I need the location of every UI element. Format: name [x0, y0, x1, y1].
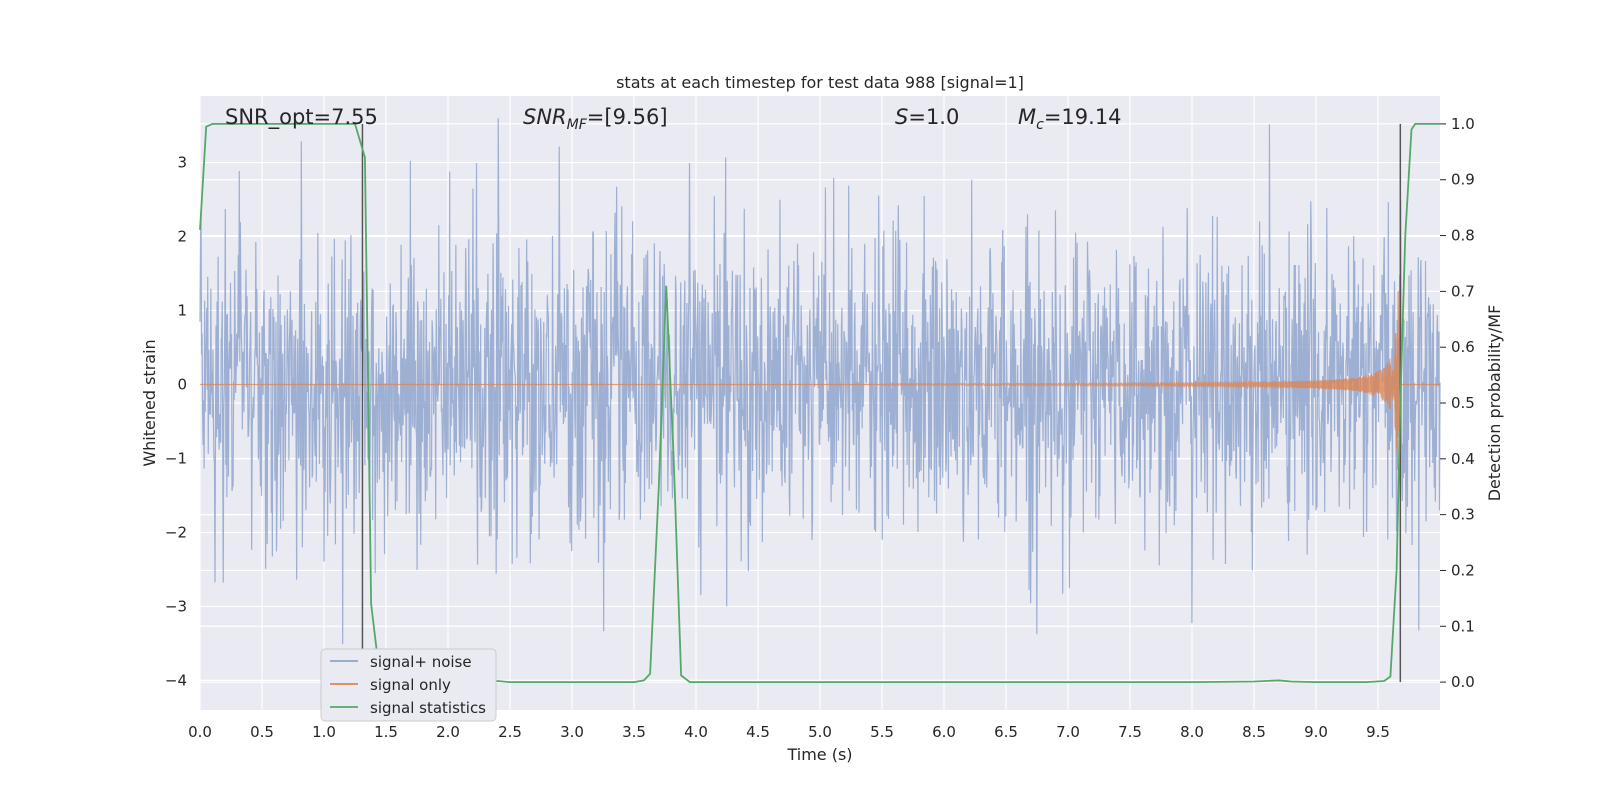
y-tick-label: 2: [177, 228, 187, 246]
mc-annotation: Mc=19.14: [1018, 105, 1122, 133]
y2-tick-label: 0.9: [1451, 171, 1475, 189]
x-tick-label: 4.5: [746, 723, 770, 741]
snr-opt-annotation: SNR_opt=7.55: [225, 105, 378, 130]
signal-only-series: [200, 291, 1440, 471]
y-tick-label: −1: [165, 449, 187, 467]
x-tick-label: 2.5: [498, 723, 522, 741]
legend-label-noise: signal+ noise: [370, 653, 472, 671]
y2-axis-label: Detection probability/MF: [1485, 305, 1504, 502]
signal-plus-noise-line: [199, 118, 1441, 645]
x-axis-label: Time (s): [786, 745, 852, 764]
x-tick-label: 7.0: [1056, 723, 1080, 741]
x-tick-label: 5.0: [808, 723, 832, 741]
legend: signal+ noise signal only signal statist…: [320, 648, 497, 722]
s-annotation: S=1.0: [895, 105, 959, 129]
y-axis-label: Whitened strain: [140, 339, 159, 466]
y-tick-label: 1: [177, 302, 187, 320]
s-variable: S: [895, 105, 908, 129]
y2-tick-label: 0.8: [1451, 227, 1475, 245]
x-tick-label: 3.0: [560, 723, 584, 741]
y-tick-label: 3: [177, 154, 187, 172]
legend-label-stats: signal statistics: [370, 699, 486, 717]
s-value: =1.0: [908, 105, 959, 129]
x-tick-label: 3.5: [622, 723, 646, 741]
y-axis-ticks: 3 2 1 0 −1 −2 −3 −4: [165, 154, 187, 690]
x-tick-label: 0.0: [188, 723, 212, 741]
mc-value: =19.14: [1044, 105, 1122, 129]
x-tick-label: 4.0: [684, 723, 708, 741]
x-tick-label: 8.5: [1242, 723, 1266, 741]
x-tick-label: 9.0: [1304, 723, 1328, 741]
x-axis-ticks: 0.0 0.5 1.0 1.5 2.0 2.5 3.0 3.5 4.0 4.5 5.0 5.5 6.0 6…: [188, 723, 1390, 741]
y2-tick-label: 0.5: [1451, 394, 1475, 412]
y-tick-label: −3: [165, 597, 187, 615]
signal-statistics-series: [199, 123, 1440, 683]
y2-tick-label: 0.0: [1451, 673, 1475, 691]
x-tick-label: 9.5: [1366, 723, 1390, 741]
y2-tick-label: 0.3: [1451, 506, 1475, 524]
y-tick-label: −4: [165, 671, 187, 689]
x-tick-label: 1.0: [312, 723, 336, 741]
y-tick-label: −2: [165, 523, 187, 541]
mc-variable: M: [1018, 105, 1036, 129]
x-tick-label: 0.5: [250, 723, 274, 741]
snr-mf-value: =[9.56]: [587, 105, 668, 129]
legend-box: [320, 648, 497, 722]
mc-subscript: c: [1036, 117, 1044, 133]
y2-tick-label: 0.2: [1451, 561, 1475, 579]
x-tick-label: 7.5: [1118, 723, 1142, 741]
x-tick-label: 8.0: [1180, 723, 1204, 741]
y2-tick-label: 0.4: [1451, 450, 1475, 468]
signal-statistics-line: [199, 123, 1440, 683]
chart-title: stats at each timestep for test data 988…: [616, 73, 1024, 92]
annotations: SNR_opt=7.55 SNRMF=[9.56] S=1.0 Mc=19.14: [225, 105, 1122, 133]
snr-mf-annotation: SNRMF=[9.56]: [523, 105, 668, 133]
x-tick-label: 6.5: [994, 723, 1018, 741]
x-tick-label: 6.0: [932, 723, 956, 741]
x-tick-label: 5.5: [870, 723, 894, 741]
y2-tick-label: 1.0: [1451, 115, 1475, 133]
x-tick-label: 2.0: [436, 723, 460, 741]
signal-plus-noise-series: [199, 118, 1441, 645]
y2-tick-label: 0.1: [1451, 617, 1475, 635]
snr-mf-base: SNR: [523, 105, 567, 129]
legend-label-signal: signal only: [370, 676, 451, 694]
x-tick-label: 1.5: [374, 723, 398, 741]
signal-only-line: [200, 291, 1440, 471]
snr-mf-subscript: MF: [567, 117, 588, 133]
y2-tick-label: 0.7: [1451, 282, 1475, 300]
y2-tick-label: 0.6: [1451, 338, 1475, 356]
y2-axis-ticks: 1.0 0.9 0.8 0.7 0.6 0.5 0.4 0.3 0.2 0.1 0.0: [1440, 115, 1475, 691]
y-tick-label: 0: [177, 376, 187, 394]
